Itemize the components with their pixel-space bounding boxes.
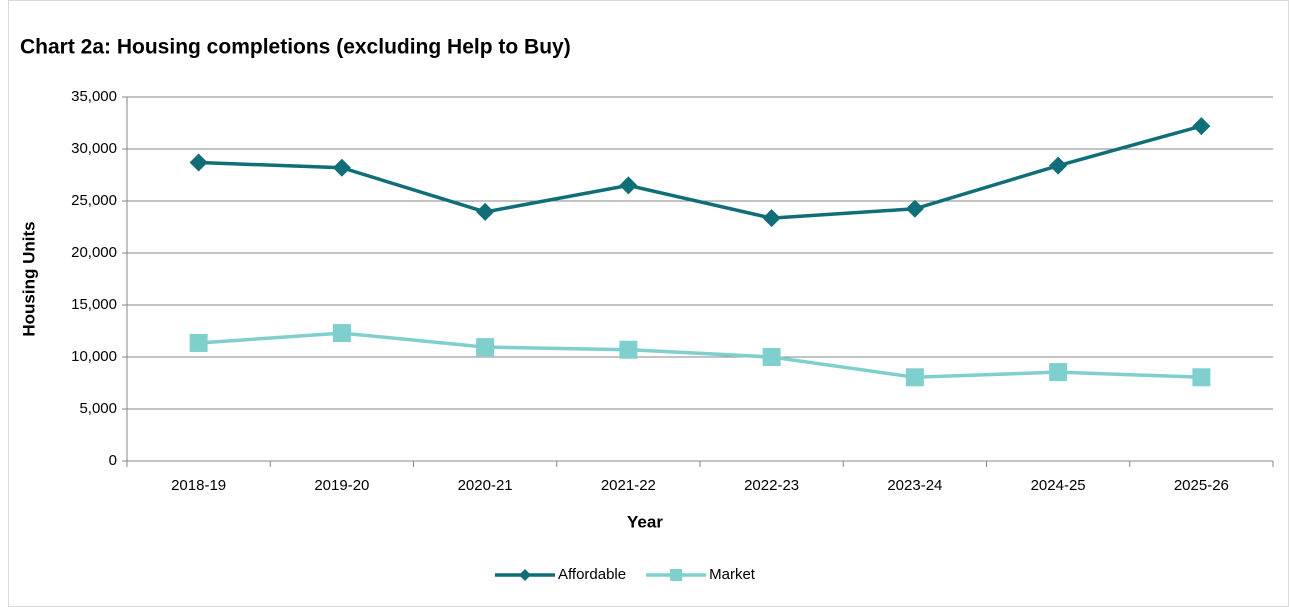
y-tick-label: 15,000 <box>71 296 117 313</box>
x-tick-label: 2019-20 <box>314 477 369 494</box>
marker <box>189 333 208 352</box>
marker <box>332 158 351 177</box>
y-axis-title: Housing Units <box>19 221 38 336</box>
x-tick-label: 2024-25 <box>1031 477 1086 494</box>
marker <box>619 176 638 195</box>
x-tick-label: 2025-26 <box>1174 477 1229 494</box>
marker <box>762 209 781 228</box>
marker <box>905 199 924 218</box>
y-tick-label: 10,000 <box>71 348 117 365</box>
marker <box>762 348 781 366</box>
marker <box>1049 363 1068 382</box>
legend-label: Affordable <box>558 566 626 583</box>
marker <box>189 153 208 172</box>
marker <box>332 324 351 343</box>
marker <box>619 340 638 359</box>
y-tick-label: 25,000 <box>71 192 117 209</box>
line <box>198 331 1202 380</box>
chart-title: Chart 2a: Housing completions (excluding… <box>20 36 571 59</box>
y-tick-label: 30,000 <box>71 140 117 157</box>
marker <box>476 202 495 221</box>
chart-border <box>8 0 1289 607</box>
marker <box>476 338 495 357</box>
x-tick-label: 2020-21 <box>458 477 513 494</box>
marker <box>905 368 924 387</box>
x-tick-label: 2018-19 <box>171 477 226 494</box>
x-tick-label: 2021-22 <box>601 477 656 494</box>
y-tick-label: 0 <box>109 452 117 469</box>
x-axis-title: Year <box>627 512 663 531</box>
marker <box>1049 156 1068 175</box>
legend-marker <box>519 569 531 581</box>
y-tick-label: 20,000 <box>71 244 117 261</box>
legend-label: Market <box>709 566 756 583</box>
y-tick-label: 5,000 <box>79 400 117 417</box>
marker <box>1192 368 1211 387</box>
line <box>198 124 1202 220</box>
x-tick-label: 2023-24 <box>887 477 942 494</box>
x-tick-label: 2022-23 <box>744 477 799 494</box>
y-tick-label: 35,000 <box>71 88 117 105</box>
legend-marker <box>670 569 683 581</box>
marker <box>1192 117 1211 136</box>
